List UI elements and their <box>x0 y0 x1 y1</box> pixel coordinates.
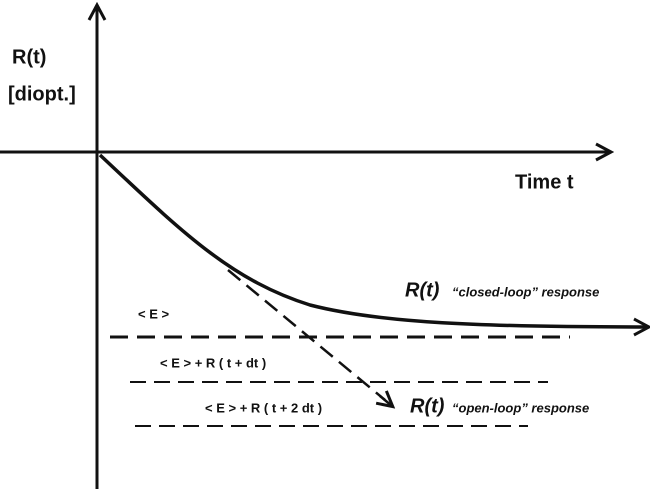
y-label: R(t) <box>12 46 46 68</box>
open-loop-line <box>227 269 386 401</box>
curve-label: “open-loop” response <box>452 400 589 415</box>
level-label: < E > <box>138 306 169 321</box>
curve-symbol: R(t) <box>410 395 445 417</box>
closed-loop-curve <box>98 153 648 327</box>
curve-symbol: R(t) <box>405 279 440 301</box>
y-unit: [diopt.] <box>8 83 76 105</box>
x-label: Time t <box>515 171 574 193</box>
open-loop-arrow <box>380 396 392 406</box>
level-label: < E > + R ( t + dt ) <box>160 355 266 370</box>
curve-label: “closed-loop” response <box>452 284 599 299</box>
level-label: < E > + R ( t + 2 dt ) <box>205 400 322 415</box>
